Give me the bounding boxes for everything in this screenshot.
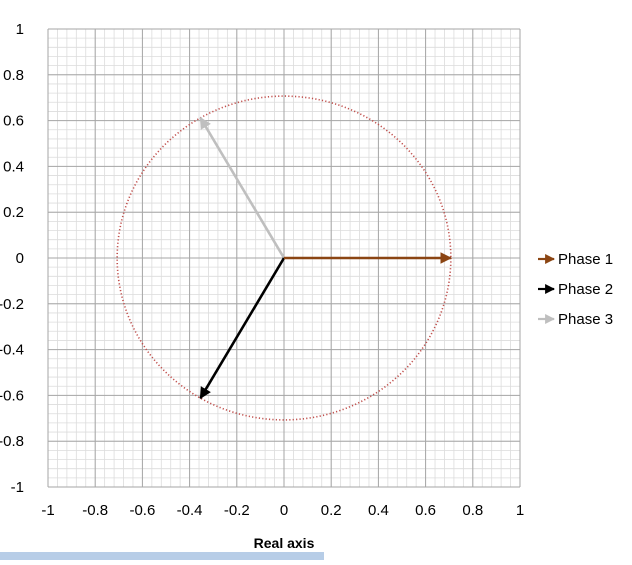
- series-layer: [199, 116, 453, 400]
- legend-item: Phase 3: [538, 311, 613, 328]
- phasor-phase-2: [199, 257, 286, 400]
- x-tick-label: 0.6: [415, 502, 436, 519]
- x-tick-label: 0.4: [368, 502, 389, 519]
- x-tick-label: -0.8: [82, 502, 108, 519]
- bottom-strip: [0, 552, 324, 560]
- y-tick-label: 0.4: [3, 158, 24, 175]
- legend: Phase 1 Phase 2 Phase 3: [538, 251, 613, 328]
- y-tick-label: -0.4: [0, 342, 24, 359]
- legend-item: Phase 2: [538, 281, 613, 298]
- x-tick-labels: -1 -0.8 -0.6 -0.4 -0.2 0 0.2 0.4 0.6 0.8 1: [41, 502, 524, 519]
- legend-label: Phase 1: [558, 251, 613, 268]
- x-tick-label: 0.2: [321, 502, 342, 519]
- y-tick-label: -0.2: [0, 296, 24, 313]
- y-tick-label: -0.8: [0, 433, 24, 450]
- y-tick-label: 1: [16, 21, 24, 38]
- x-tick-label: -0.4: [177, 502, 203, 519]
- y-tick-label: -0.6: [0, 387, 24, 404]
- x-axis-title: Real axis: [254, 535, 315, 551]
- x-tick-label: 0.8: [462, 502, 483, 519]
- x-tick-label: 0: [280, 502, 288, 519]
- x-tick-label: 1: [516, 502, 524, 519]
- y-tick-label: 0: [16, 250, 24, 267]
- legend-label: Phase 2: [558, 281, 613, 298]
- x-tick-label: -0.6: [129, 502, 155, 519]
- y-tick-label: 0.8: [3, 67, 24, 84]
- y-tick-label: 0.6: [3, 113, 24, 130]
- y-tick-labels: 1 0.8 0.6 0.4 0.2 0 -0.2 -0.4 -0.6 -0.8 -1: [0, 21, 24, 496]
- y-tick-label: 0.2: [3, 204, 24, 221]
- y-tick-label: -1: [11, 479, 24, 496]
- x-tick-label: -0.2: [224, 502, 250, 519]
- legend-item: Phase 1: [538, 251, 613, 268]
- x-tick-label: -1: [41, 502, 54, 519]
- legend-label: Phase 3: [558, 311, 613, 328]
- phasor-phase-3: [199, 116, 286, 259]
